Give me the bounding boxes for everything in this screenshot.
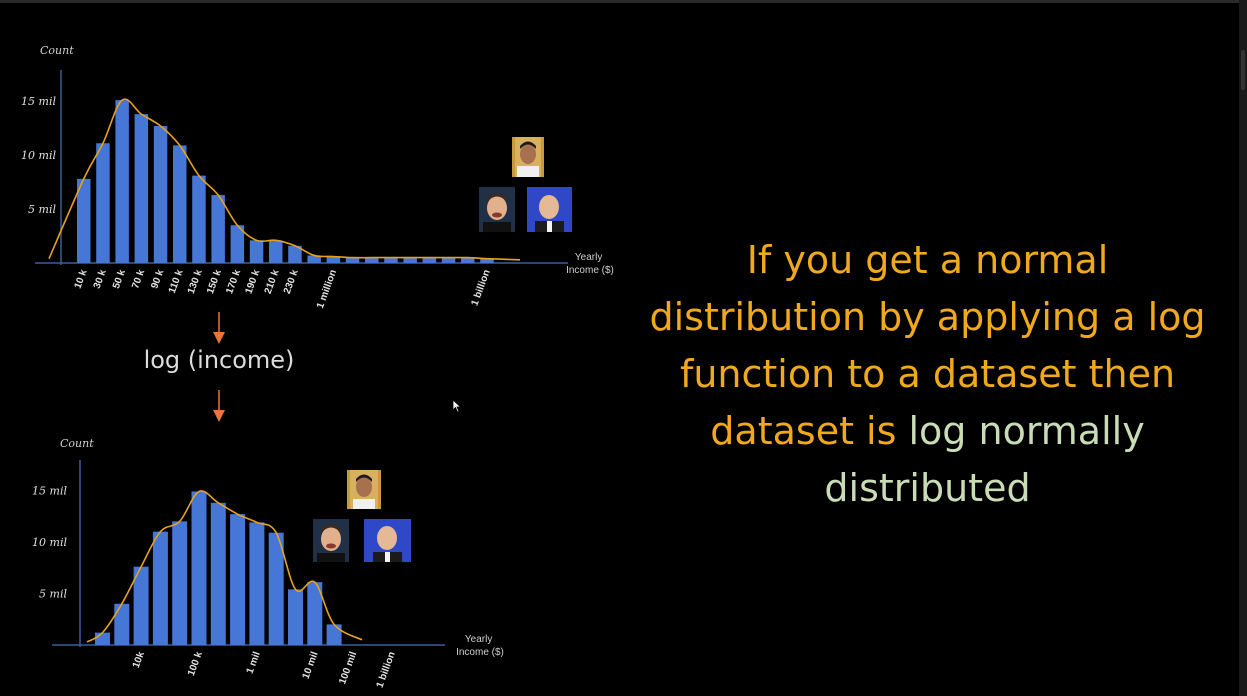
- x-tick-label: 110 k: [167, 268, 186, 295]
- bar: [461, 257, 475, 263]
- x-tick-label: 30 k: [92, 268, 109, 290]
- person-photo-icon: [364, 519, 411, 562]
- bar: [211, 195, 225, 263]
- bar: [230, 225, 245, 263]
- person-photo-icon: [313, 519, 349, 562]
- bar: [269, 240, 283, 263]
- bar: [422, 257, 437, 263]
- x-tick-label: 90 k: [149, 268, 166, 290]
- bar: [403, 257, 417, 263]
- x-tick-label: 210 k: [263, 268, 282, 296]
- y-tick-labels: 5 mil 10 mil 15 mil: [32, 484, 67, 600]
- log-income-histogram-chart: Count 5 mil 10 mil 15 mil 10k 100 k 1 mil 10 …: [32, 437, 504, 690]
- caption-main-text: If you get a normal distribution by appl…: [649, 238, 1206, 453]
- bar: [115, 100, 129, 263]
- bar: [230, 514, 246, 645]
- bar: [326, 256, 341, 263]
- scrollbar-thumb[interactable]: [1241, 50, 1245, 90]
- bar: [95, 632, 110, 645]
- x-tick-label: 1 mil: [245, 650, 263, 675]
- bar: [114, 603, 130, 645]
- bar: [384, 257, 398, 263]
- fit-curve: [86, 490, 363, 643]
- x-tick-label: 190 k: [243, 268, 262, 296]
- bar: [133, 566, 149, 645]
- bar: [173, 145, 187, 263]
- x-axis-label: Yearly Income ($): [566, 252, 614, 276]
- bar: [307, 255, 321, 263]
- bars: [77, 100, 494, 263]
- top-border: [0, 0, 1247, 3]
- x-tick-label: 230 k: [282, 268, 301, 296]
- transform-label: log (income): [144, 346, 295, 374]
- y-tick-label: 5 mil: [28, 203, 56, 216]
- bar: [152, 531, 168, 645]
- x-tick-label: 130 k: [186, 268, 205, 296]
- x-tick-label: 10 mil: [301, 650, 321, 681]
- x-axis-label: Yearly Income ($): [456, 634, 504, 658]
- y-tick-label: 5 mil: [39, 587, 67, 600]
- bar: [153, 125, 168, 263]
- y-tick-label: 15 mil: [32, 484, 67, 497]
- bar: [96, 143, 110, 263]
- bar: [191, 491, 207, 645]
- y-tick-label: 10 mil: [32, 536, 67, 549]
- bar: [268, 532, 284, 645]
- mouse-cursor-icon: [452, 399, 462, 413]
- x-tick-label: 50 k: [111, 268, 128, 290]
- x-tick-labels: 10k 100 k 1 mil 10 mil 100 mil 1 billion: [131, 650, 398, 690]
- x-tick-label: 1 billion: [375, 650, 398, 689]
- bar: [480, 258, 494, 263]
- bar: [307, 582, 323, 645]
- caption-highlight-text: log normally distributed: [824, 409, 1145, 510]
- y-tick-label: 10 mil: [21, 149, 56, 162]
- income-histogram-chart: Count 5 mil 10 mil 15 mil 10 k 30 k 50 k 70 k…: [21, 44, 614, 310]
- fit-curve: [48, 98, 521, 261]
- x-tick-label: 100 k: [186, 650, 205, 678]
- bar: [77, 178, 91, 263]
- bar: [288, 589, 303, 645]
- x-tick-labels: 10 k 30 k 50 k 70 k 90 k 110 k 130 k 150 k 170 k…: [73, 268, 493, 310]
- bar: [210, 502, 226, 645]
- x-tick-label: 150 k: [205, 268, 224, 296]
- bar: [134, 114, 149, 263]
- bar: [288, 245, 302, 263]
- bar: [326, 624, 342, 645]
- bars: [95, 491, 342, 645]
- y-tick-label: 15 mil: [21, 95, 56, 108]
- bar: [249, 522, 265, 645]
- x-tick-label: 170 k: [224, 268, 243, 296]
- bar: [365, 257, 379, 263]
- x-tick-label: 10 k: [73, 268, 90, 290]
- x-tick-label: 1 million: [315, 268, 339, 310]
- x-tick-label: 100 mil: [337, 650, 359, 686]
- x-tick-label: 10k: [131, 650, 147, 670]
- scrollbar[interactable]: [1239, 0, 1247, 696]
- bar: [345, 257, 360, 263]
- bar: [249, 240, 264, 263]
- person-photo-icon: [512, 137, 544, 177]
- y-axis-label: Count: [40, 44, 74, 57]
- person-photo-icon: [347, 470, 381, 509]
- y-tick-labels: 5 mil 10 mil 15 mil: [21, 95, 56, 216]
- bar: [192, 175, 206, 263]
- person-photo-icon: [527, 187, 572, 232]
- person-photo-icon: [479, 187, 515, 232]
- slide-caption: If you get a normal distribution by appl…: [640, 232, 1215, 517]
- bar: [172, 521, 188, 645]
- x-tick-label: 1 billion: [470, 268, 493, 307]
- y-axis-label: Count: [60, 437, 94, 450]
- bar: [441, 257, 456, 263]
- x-tick-label: 70 k: [130, 268, 147, 290]
